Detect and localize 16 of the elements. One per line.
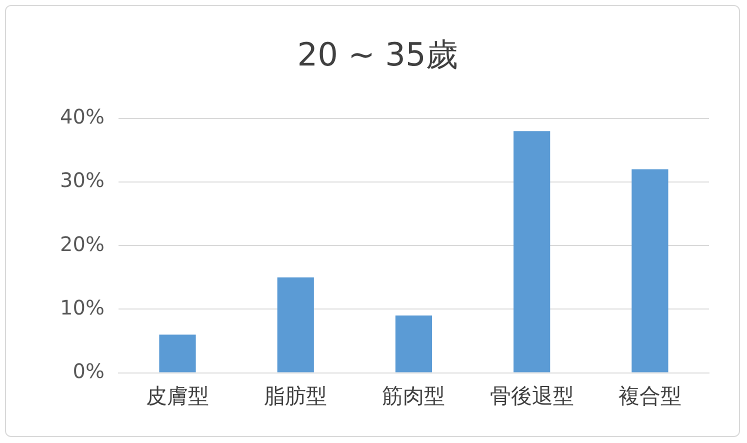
chart-title: 20 ~ 35歲 (297, 36, 458, 74)
bar (395, 316, 432, 372)
y-tick-label: 20% (60, 232, 104, 256)
x-tick-label: 脂肪型 (264, 384, 328, 408)
x-tick-label: 複合型 (618, 384, 682, 408)
y-tick-label: 0% (72, 359, 104, 384)
x-tick-label: 皮膚型 (146, 384, 210, 408)
bar (514, 131, 550, 372)
x-tick-label: 筋肉型 (382, 384, 446, 408)
bar (632, 169, 668, 372)
bar (159, 334, 196, 372)
y-tick-label: 30% (60, 168, 104, 192)
y-tick-label: 10% (60, 295, 104, 320)
x-tick-label: 骨後退型 (490, 384, 574, 408)
bar (277, 277, 314, 372)
y-tick-label: 40% (60, 104, 104, 129)
